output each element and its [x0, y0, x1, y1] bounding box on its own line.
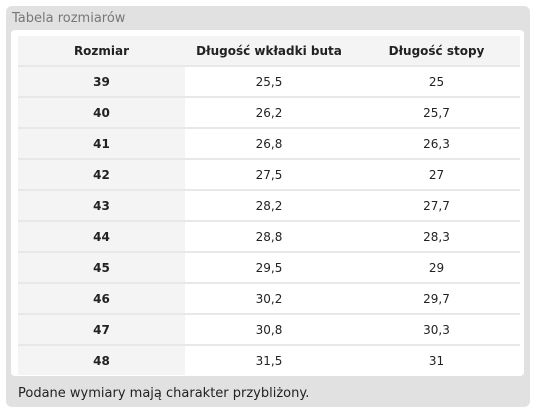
- insole-length-cell: 27,5: [185, 159, 353, 191]
- insole-length-cell: 26,2: [185, 97, 353, 129]
- foot-length-cell: 25: [353, 66, 520, 98]
- table-row: 45 29,5 29: [18, 252, 520, 284]
- insole-length-cell: 30,2: [185, 283, 353, 315]
- approximate-dimensions-note: Podane wymiary mają charakter przybliżon…: [18, 386, 310, 401]
- table-row: 44 28,8 28,3: [18, 221, 520, 253]
- foot-length-cell: 26,3: [353, 128, 520, 160]
- table-row: 47 30,8 30,3: [18, 314, 520, 346]
- size-cell: 43: [18, 190, 185, 222]
- size-cell: 45: [18, 252, 185, 284]
- table-row: 46 30,2 29,7: [18, 283, 520, 315]
- table-row: 41 26,8 26,3: [18, 128, 520, 160]
- foot-length-cell: 25,7: [353, 97, 520, 129]
- size-cell: 39: [18, 66, 185, 98]
- insole-length-cell: 30,8: [185, 314, 353, 346]
- foot-length-cell: 30,3: [353, 314, 520, 346]
- size-cell: 44: [18, 221, 185, 253]
- size-cell: 46: [18, 283, 185, 315]
- table-row: 48 31,5 31: [18, 345, 520, 375]
- table-row: 40 26,2 25,7: [18, 97, 520, 129]
- panel-title: Tabela rozmiarów: [12, 11, 126, 26]
- table-header-row: Rozmiar Długość wkładki buta Długość sto…: [18, 36, 520, 67]
- size-cell: 42: [18, 159, 185, 191]
- insole-length-cell: 29,5: [185, 252, 353, 284]
- table-row: 43 28,2 27,7: [18, 190, 520, 222]
- foot-length-cell: 29,7: [353, 283, 520, 315]
- foot-length-cell: 27: [353, 159, 520, 191]
- foot-length-cell: 27,7: [353, 190, 520, 222]
- column-header-size: Rozmiar: [18, 36, 185, 67]
- size-chart-panel: Tabela rozmiarów Rozmiar Długość wkładki…: [6, 6, 530, 407]
- size-table-card: Rozmiar Długość wkładki buta Długość sto…: [11, 30, 524, 376]
- insole-length-cell: 28,8: [185, 221, 353, 253]
- insole-length-cell: 28,2: [185, 190, 353, 222]
- size-table: Rozmiar Długość wkładki buta Długość sto…: [18, 36, 520, 375]
- column-header-insole-length: Długość wkładki buta: [185, 36, 353, 67]
- table-row: 42 27,5 27: [18, 159, 520, 191]
- foot-length-cell: 31: [428, 353, 445, 368]
- size-cell: 48: [18, 345, 185, 375]
- size-cell: 40: [18, 97, 185, 129]
- foot-length-cell: 28,3: [353, 221, 520, 253]
- foot-length-cell: 29: [353, 252, 520, 284]
- insole-length-cell: 31,5: [255, 353, 283, 368]
- table-row: 39 25,5 25: [18, 66, 520, 98]
- insole-length-cell: 25,5: [185, 66, 353, 98]
- insole-length-cell: 26,8: [185, 128, 353, 160]
- size-cell: 41: [18, 128, 185, 160]
- column-header-foot-length: Długość stopy: [353, 36, 520, 67]
- size-cell: 47: [18, 314, 185, 346]
